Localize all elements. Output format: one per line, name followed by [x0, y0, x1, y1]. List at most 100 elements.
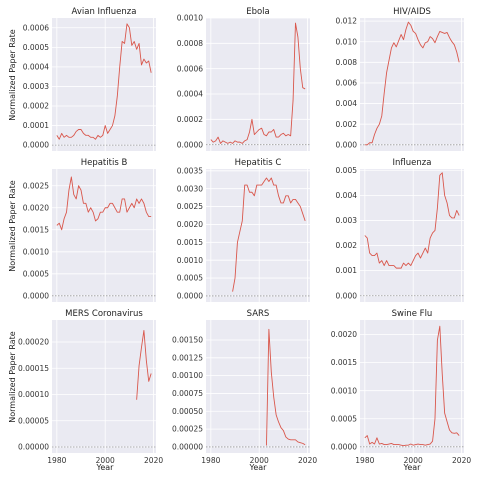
series-line: [232, 177, 306, 292]
y-tick-label: 0.0004: [23, 62, 49, 71]
y-tick-label: 0.0006: [177, 64, 203, 73]
y-tick-label: 0.000: [336, 291, 358, 300]
y-tick-label: 0.008: [336, 58, 358, 67]
y-tick-label: 0.0000: [331, 442, 357, 451]
panel: 0.0000 0.0005 0.0010 0.0015 0.0020 0.0025 Hepa…: [23, 158, 156, 302]
plot-area: [206, 169, 310, 302]
series-line: [266, 328, 306, 446]
plot-area: [52, 320, 156, 453]
panel: 0.0000 0.0001 0.0002 0.0003 0.0004 0.0005 0.00…: [23, 7, 156, 151]
y-tick-label: 0.0015: [331, 358, 357, 367]
y-tick-label: 0.005: [336, 166, 358, 175]
panel: 0.0000 0.0002 0.0004 0.0006 0.0008 0.0010 Ebol…: [177, 7, 310, 151]
panel-title: Swine Flu: [392, 309, 433, 319]
y-tick-label: 0.0010: [177, 14, 203, 23]
x-tick-label: 1980: [355, 456, 374, 465]
y-tick-label: 0.002: [336, 120, 358, 129]
y-axis-label: Normalized Paper Rate: [8, 29, 17, 121]
y-tick-label: 0.012: [336, 17, 358, 26]
series-line: [56, 23, 152, 140]
plot-area: [360, 320, 464, 453]
y-tick-label: 0.0025: [23, 181, 49, 190]
plot-area: [206, 18, 310, 151]
y-tick-label: 0.0010: [331, 386, 357, 395]
y-tick-label: 0.010: [336, 37, 358, 46]
panel-title: SARS: [247, 309, 270, 319]
y-tick-label: 0.00100: [172, 371, 203, 380]
y-tick-label: 0.0020: [331, 330, 357, 339]
y-axis-label: Normalized Paper Rate: [8, 180, 17, 272]
y-tick-label: 0.0000: [177, 292, 203, 301]
series-line: [210, 22, 306, 144]
y-tick-label: 0.00050: [172, 407, 203, 416]
y-tick-label: 0.0025: [177, 202, 203, 211]
y-tick-label: 0.0010: [177, 256, 203, 265]
x-tick-label: 2000: [96, 456, 115, 465]
panel-title: Hepatitis B: [81, 158, 128, 168]
x-tick-label: 2000: [404, 456, 423, 465]
panel-title: Ebola: [246, 7, 270, 17]
series-line: [136, 330, 152, 400]
x-axis-label: Year: [96, 463, 115, 472]
panel-title: Avian Influenza: [72, 7, 137, 17]
panel-title: MERS Coronavirus: [65, 309, 143, 319]
panel: 0.00000 0.00005 0.00010 0.00015 0.00020 1980 2…: [18, 309, 163, 465]
y-tick-label: 0.0020: [177, 220, 203, 229]
y-tick-label: 0.001: [336, 266, 358, 275]
y-tick-label: 0.0005: [23, 43, 49, 52]
y-tick-label: 0.000: [336, 140, 358, 149]
panel-title: Influenza: [393, 158, 432, 168]
y-tick-label: 0.00125: [172, 353, 203, 362]
y-tick-label: 0.0005: [331, 414, 357, 423]
y-tick-label: 0.0000: [177, 140, 203, 149]
y-tick-label: 0.00015: [18, 364, 49, 373]
panel-title: Hepatitis C: [235, 158, 282, 168]
x-tick-label: 1980: [47, 456, 66, 465]
x-axis-label: Year: [249, 463, 268, 472]
panel: 0.0000 0.0005 0.0010 0.0015 0.0020 1980 2000 20…: [331, 309, 472, 465]
y-tick-label: 0.0000: [23, 291, 49, 300]
y-tick-label: 0.004: [336, 99, 358, 108]
y-tick-label: 0.00005: [18, 416, 49, 425]
y-tick-label: 0.003: [336, 216, 358, 225]
x-axis-label: Year: [403, 463, 422, 472]
y-tick-label: 0.006: [336, 79, 358, 88]
y-tick-label: 0.0010: [23, 247, 49, 256]
y-tick-label: 0.0000: [23, 141, 49, 150]
x-tick-label: 2020: [298, 456, 317, 465]
y-tick-label: 0.0002: [177, 115, 203, 124]
y-tick-label: 0.004: [336, 191, 358, 200]
panel: 0.000 0.001 0.002 0.003 0.004 0.005 Influenza: [336, 158, 464, 302]
y-axis-label: Normalized Paper Rate: [8, 331, 17, 423]
plot-area: [360, 169, 464, 302]
panel: 0.00000 0.00025 0.00050 0.00075 0.00100 0.001…: [172, 309, 317, 465]
y-tick-label: 0.00000: [18, 443, 49, 452]
y-tick-label: 0.0003: [23, 82, 49, 91]
y-tick-label: 0.0015: [23, 225, 49, 234]
y-tick-label: 0.00150: [172, 336, 203, 345]
panel: 0.0000 0.0005 0.0010 0.0015 0.0020 0.0025 0.00…: [177, 158, 310, 302]
y-tick-label: 0.0015: [177, 238, 203, 247]
x-tick-label: 2020: [144, 456, 163, 465]
plot-area: [360, 18, 464, 151]
y-tick-label: 0.0035: [177, 166, 203, 175]
plot-area: [52, 169, 156, 302]
y-tick-label: 0.0001: [23, 121, 49, 130]
y-tick-label: 0.0020: [23, 203, 49, 212]
y-tick-label: 0.00000: [172, 443, 203, 452]
y-tick-label: 0.00025: [172, 425, 203, 434]
y-tick-label: 0.0005: [23, 269, 49, 278]
y-tick-label: 0.0008: [177, 39, 203, 48]
y-tick-label: 0.00020: [18, 338, 49, 347]
x-tick-label: 2020: [452, 456, 471, 465]
y-tick-label: 0.0030: [177, 184, 203, 193]
y-tick-label: 0.0005: [177, 274, 203, 283]
series-line: [56, 176, 152, 231]
y-tick-label: 0.0002: [23, 102, 49, 111]
y-tick-label: 0.0006: [23, 23, 49, 32]
x-tick-label: 2000: [250, 456, 269, 465]
y-tick-label: 0.002: [336, 241, 358, 250]
y-tick-label: 0.00010: [18, 390, 49, 399]
x-tick-label: 1980: [201, 456, 220, 465]
y-tick-label: 0.0004: [177, 90, 203, 99]
